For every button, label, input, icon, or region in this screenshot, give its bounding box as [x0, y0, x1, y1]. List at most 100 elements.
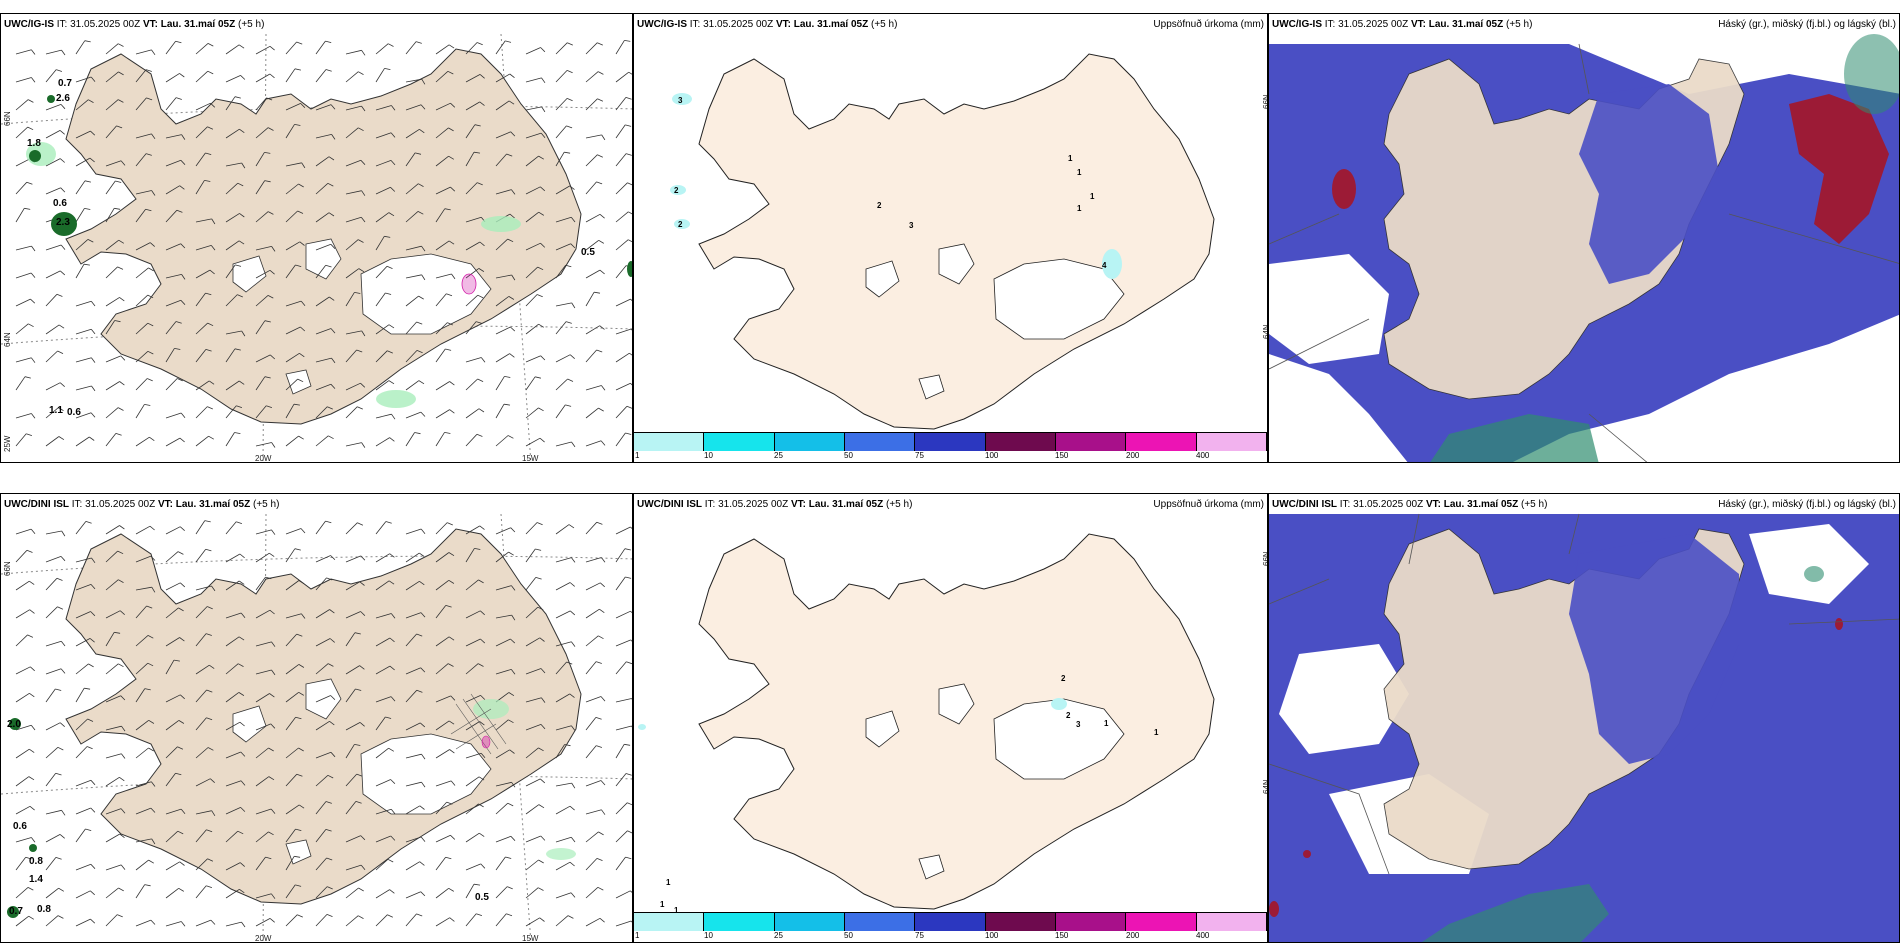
- wind-barb-flag: [601, 809, 606, 815]
- wind-barb: [195, 380, 210, 391]
- colorbar-label: 10: [704, 451, 713, 460]
- wind-barb-flag: [176, 209, 183, 213]
- wind-barb: [15, 99, 29, 111]
- wind-barb-flag: [60, 556, 66, 562]
- wind-barb: [135, 919, 152, 927]
- wind-barb: [585, 213, 601, 223]
- wind-barb-flag: [627, 182, 632, 186]
- wind-barb: [255, 127, 269, 139]
- wind-barb-flag: [118, 71, 124, 76]
- wind-barb-flag: [239, 128, 245, 134]
- wind-barb-flag: [598, 239, 605, 244]
- wind-barb-flag: [175, 40, 182, 44]
- precip-value-label: 2.3: [56, 217, 70, 228]
- wind-barb: [165, 274, 182, 279]
- wind-barb: [75, 557, 92, 563]
- wind-barb-flag: [211, 810, 216, 817]
- precip-value-label: 0.6: [53, 198, 67, 209]
- wind-barb: [615, 182, 628, 195]
- precip-colorbar: 1 10 25 50 75 100 150 200 400: [634, 432, 1267, 462]
- wind-barb: [135, 351, 149, 363]
- wind-barb-flag: [540, 835, 546, 841]
- wind-barb-flag: [60, 641, 66, 647]
- wind-barb-flag: [147, 662, 154, 667]
- wind-barb-flag: [508, 100, 515, 105]
- wind-barb: [375, 835, 391, 843]
- wind-barb: [525, 887, 539, 899]
- wind-barb-flag: [211, 585, 216, 592]
- wind-barb: [495, 802, 509, 815]
- wind-barb: [285, 716, 296, 731]
- wind-barb: [495, 353, 510, 363]
- wind-barb: [525, 437, 541, 447]
- wind-barb-flag: [597, 42, 603, 46]
- wind-barb-flag: [25, 856, 32, 860]
- wind-barb-flag: [264, 180, 271, 183]
- wind-barb: [555, 782, 572, 787]
- wind-barb: [315, 914, 328, 927]
- wind-barb-flag: [180, 412, 186, 418]
- wind-barb-flag: [30, 272, 36, 278]
- wind-barb-flag: [180, 921, 186, 927]
- precip-map-top: [670, 53, 1215, 430]
- wind-barb: [525, 859, 539, 871]
- wind-barb-flag: [625, 576, 632, 579]
- precip-amount-label: 1: [1104, 719, 1109, 728]
- wind-barb-flag: [85, 521, 92, 524]
- wind-barb-flag: [567, 378, 574, 382]
- wind-barb: [435, 71, 449, 83]
- wind-barb: [105, 776, 120, 787]
- wind-barb-flag: [630, 298, 632, 302]
- wind-barb-flag: [325, 520, 332, 524]
- wind-barb-flag: [598, 831, 604, 836]
- wind-barb: [225, 830, 239, 843]
- wind-barb-flag: [355, 688, 362, 691]
- wind-barb-flag: [419, 805, 425, 810]
- wind-barb: [285, 326, 301, 335]
- wind-barb-flag: [596, 349, 603, 353]
- wind-barb: [525, 724, 542, 731]
- wind-barb-flag: [144, 884, 151, 887]
- wind-barb-flag: [475, 321, 482, 324]
- wind-barb: [195, 292, 206, 307]
- wind-barb-flag: [89, 638, 95, 643]
- wind-barb: [615, 406, 628, 419]
- wind-barb: [405, 722, 421, 731]
- colorbar-cell: [774, 913, 845, 931]
- wind-barb-flag: [145, 208, 152, 212]
- precip-amount-label: 1: [660, 900, 665, 909]
- wind-barb-flag: [148, 267, 154, 272]
- wind-barb: [315, 212, 330, 223]
- wind-barb-flag: [270, 808, 276, 814]
- precip-amount-label: 1: [1154, 728, 1159, 737]
- wind-barb-flag: [120, 808, 126, 814]
- wind-barb: [45, 606, 58, 619]
- glaciers: [865, 243, 1125, 400]
- wind-barb-flag: [90, 130, 96, 136]
- wind-barb: [495, 749, 510, 759]
- wind-barb-flag: [509, 749, 515, 754]
- wind-barb: [315, 829, 327, 843]
- wind-barb-flag: [565, 264, 572, 268]
- wind-barb: [135, 208, 146, 223]
- wind-barb: [465, 803, 479, 815]
- wind-barb: [45, 270, 61, 279]
- wind-barb: [375, 437, 390, 447]
- wind-barb: [435, 102, 451, 111]
- wind-barb-flag: [269, 693, 275, 698]
- wind-barb-flag: [416, 633, 423, 637]
- wind-barb: [435, 663, 449, 675]
- wind-barb: [255, 693, 270, 703]
- wind-barb-flag: [121, 753, 126, 759]
- wind-barb-flag: [297, 378, 304, 383]
- wind-barb-flag: [86, 746, 93, 750]
- wind-barb-flag: [506, 913, 513, 917]
- wind-barb: [525, 211, 539, 223]
- wind-barb-flag: [540, 47, 546, 53]
- wind-barb: [375, 413, 392, 419]
- wind-barb-flag: [360, 611, 366, 616]
- wind-barb: [45, 915, 59, 927]
- wind-barb: [405, 633, 417, 647]
- wind-barb-flag: [354, 744, 361, 746]
- wind-barb: [525, 407, 539, 419]
